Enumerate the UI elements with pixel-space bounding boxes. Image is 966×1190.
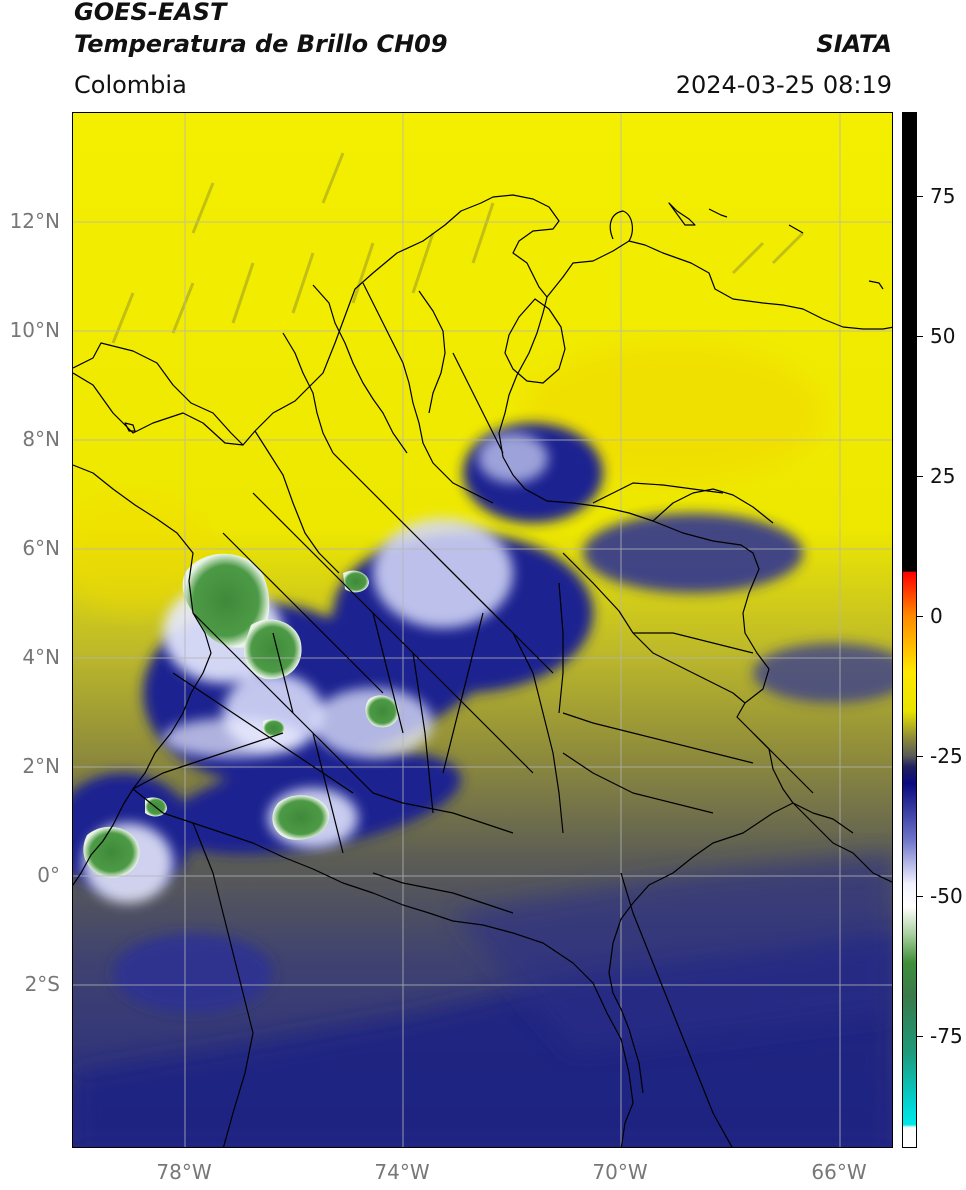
- colombia-ecuador-peru-border: [132, 788, 634, 1147]
- lat-label-2s: 2°S: [24, 972, 60, 996]
- cirrus-streaks: [111, 152, 805, 344]
- colorbar-label-75: 75: [930, 184, 956, 208]
- lat-label-10n: 10°N: [9, 318, 60, 342]
- colorbar-label-50: 50: [930, 324, 956, 348]
- colorbar-tick: [917, 756, 923, 757]
- product-title: Temperatura de Brillo CH09: [74, 30, 448, 58]
- colorbar-tick: [917, 336, 923, 337]
- graticule: [73, 113, 892, 1147]
- lat-label-6n: 6°N: [22, 536, 60, 560]
- colorbar-label-25: 25: [930, 464, 956, 488]
- region-label: Colombia: [74, 71, 187, 99]
- colorbar-tick: [917, 616, 923, 617]
- cold-cloud-tops: [83, 553, 399, 878]
- lat-label-0: 0°: [37, 863, 60, 887]
- lon-label-78w: 78°W: [156, 1160, 212, 1184]
- caribbean-coastline: [73, 194, 892, 446]
- colombia-venezuela-border: [498, 296, 794, 804]
- agency-label: SIATA: [816, 30, 892, 58]
- lake-maracaibo: [504, 298, 566, 384]
- lat-label-12n: 12°N: [9, 209, 60, 233]
- colorbar: [902, 112, 917, 1148]
- colorbar-tick: [917, 476, 923, 477]
- lon-label-74w: 74°W: [374, 1160, 430, 1184]
- lon-label-66w: 66°W: [811, 1160, 867, 1184]
- satellite-map: [72, 112, 893, 1148]
- pacific-coastline: [73, 464, 212, 886]
- colorbar-tick: [917, 1036, 923, 1037]
- colorbar-label-minus75: -75: [930, 1024, 963, 1048]
- political-boundaries: [73, 194, 892, 1147]
- colorbar-tick: [917, 196, 923, 197]
- colorbar-label-0: 0: [930, 604, 943, 628]
- lon-label-70w: 70°W: [592, 1160, 648, 1184]
- colombia-brazil-border: [608, 802, 794, 1094]
- lat-label-2n: 2°N: [22, 754, 60, 778]
- lat-label-8n: 8°N: [22, 427, 60, 451]
- colorbar-label-minus25: -25: [930, 744, 963, 768]
- lat-label-4n: 4°N: [22, 645, 60, 669]
- timestamp-label: 2024-03-25 08:19: [675, 71, 892, 99]
- colorbar-label-minus50: -50: [930, 884, 963, 908]
- map-canvas: [73, 113, 892, 1147]
- satellite-title: GOES-EAST: [74, 0, 227, 26]
- colorbar-tick: [917, 896, 923, 897]
